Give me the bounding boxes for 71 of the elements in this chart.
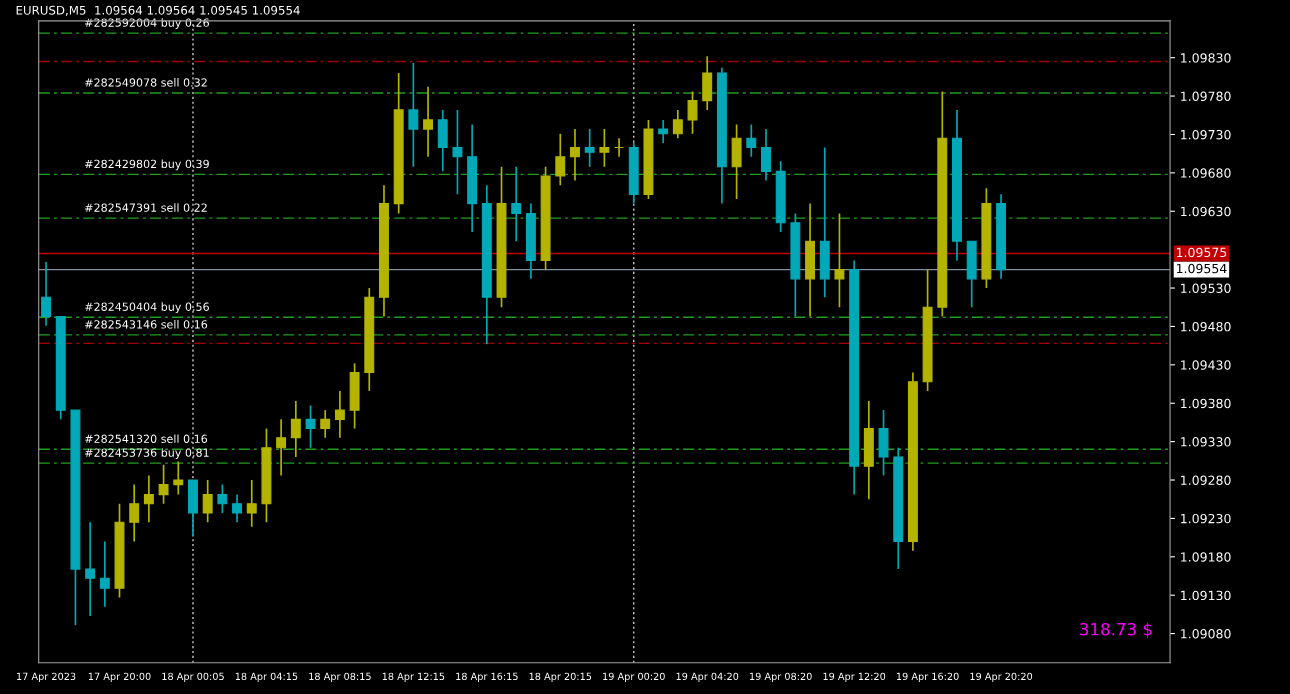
candlestick (173, 460, 184, 496)
y-tick-label: 1.09230 (1181, 513, 1231, 524)
candlestick (408, 62, 419, 168)
ref-line-label: #282543146 sell 0.16 (85, 319, 208, 329)
candlestick (834, 212, 845, 309)
y-tick-label: 1.09530 (1181, 283, 1231, 293)
candlestick (555, 132, 566, 186)
x-tick-label: 18 Apr 20:15 (529, 672, 592, 682)
candlestick (99, 540, 110, 608)
candlestick (334, 390, 345, 439)
x-tick-label: 19 Apr 12:20 (823, 672, 886, 682)
ref-line-label: #282541320 sell 0.16 (85, 434, 208, 443)
candlestick (452, 109, 463, 196)
candlestick (320, 409, 331, 439)
x-tick-label: 19 Apr 04:20 (676, 672, 739, 682)
candlestick (584, 128, 595, 168)
x-tick-label: 18 Apr 08:15 (309, 672, 371, 682)
x-tick-label: 19 Apr 08:20 (750, 672, 812, 682)
x-tick-label: 18 Apr 00:05 (162, 672, 224, 682)
candlestick (158, 463, 169, 505)
x-tick-label: 18 Apr 12:15 (382, 672, 445, 682)
candlestick (423, 86, 434, 158)
candlestick (511, 165, 522, 243)
candlestick (658, 119, 669, 144)
candlestick (246, 479, 257, 528)
y-tick-label: 1.09680 (1181, 168, 1231, 178)
chart-title: EURUSD,M5 1.09564 1.09564 1.09545 1.09554 (16, 5, 300, 16)
ref-line-label: #282429802 buy 0.39 (85, 159, 209, 171)
y-tick-label: 1.09330 (1181, 437, 1231, 447)
candlestick (290, 400, 301, 458)
candlestick (85, 521, 96, 617)
y-tick-label: 1.09080 (1181, 629, 1231, 639)
y-tick-label: 1.09830 (1181, 53, 1231, 63)
x-tick-label: 17 Apr 20:00 (88, 672, 151, 682)
candlestick (202, 479, 213, 524)
x-tick-label: 18 Apr 16:15 (456, 672, 518, 682)
y-tick-label: 1.09180 (1181, 552, 1231, 562)
y-tick-label: 1.09380 (1181, 398, 1231, 409)
candlestick (761, 128, 771, 182)
ref-line-label: #282547391 sell 0.22 (85, 203, 207, 212)
candlestick (599, 128, 610, 168)
candlestick (305, 404, 316, 449)
ref-line-label: #282592004 buy 0.26 (85, 18, 209, 29)
ref-line-label: #282549078 sell 0.32 (85, 78, 207, 87)
ref-line-label: #282453736 buy 0.81 (85, 448, 209, 459)
y-tick-label: 1.09430 (1181, 360, 1231, 370)
candlestick (129, 483, 140, 543)
x-tick-label: 19 Apr 00:20 (603, 672, 665, 682)
y-tick-label: 1.09630 (1181, 206, 1231, 217)
candlestick (217, 483, 228, 514)
candlestick (746, 123, 757, 158)
ref-line-label: #282450404 buy 0.56 (85, 302, 209, 314)
x-tick-label: 17 Apr 2023 (17, 672, 76, 682)
x-tick-label: 19 Apr 16:20 (896, 672, 959, 682)
candlestick (687, 90, 698, 135)
y-tick-label: 1.09130 (1181, 590, 1231, 601)
ref-line-label: 1.09575 (1176, 247, 1227, 258)
candlestick (143, 474, 154, 524)
candlestick (672, 109, 683, 140)
candlestick (276, 418, 287, 477)
candlestick (570, 128, 580, 182)
x-tick-label: 18 Apr 04:15 (235, 672, 298, 682)
ref-line-label: 1.09554 (1176, 263, 1227, 274)
annotation: 318.73 $ (1080, 622, 1152, 638)
y-tick-label: 1.09730 (1181, 129, 1231, 140)
x-tick-label: 19 Apr 20:20 (970, 672, 1033, 682)
candlestick (232, 493, 243, 524)
candlestick (41, 261, 52, 327)
y-tick-label: 1.09280 (1181, 475, 1231, 485)
y-tick-label: 1.09480 (1181, 321, 1231, 332)
y-tick-label: 1.09780 (1181, 91, 1231, 101)
